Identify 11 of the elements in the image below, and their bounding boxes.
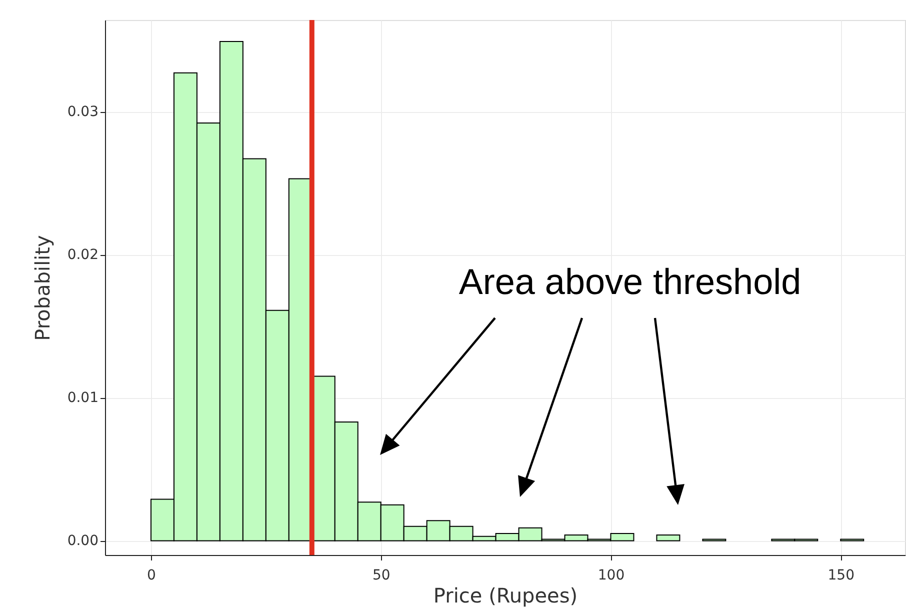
- y-tick-label: 0.03: [67, 104, 98, 120]
- x-axis-title: Price (Rupees): [433, 584, 578, 608]
- x-tick-label: 100: [598, 568, 625, 584]
- y-tick-label: 0.00: [67, 533, 98, 550]
- annotation: Area above threshold: [458, 261, 802, 302]
- x-tick-label: 150: [828, 568, 854, 584]
- x-tick-label: 0: [147, 568, 156, 584]
- y-tick-label: 0.02: [67, 247, 98, 264]
- y-tick-label: 0.01: [67, 390, 98, 406]
- y-axis-title: Probability: [30, 234, 54, 341]
- x-tick-label: 50: [372, 568, 390, 584]
